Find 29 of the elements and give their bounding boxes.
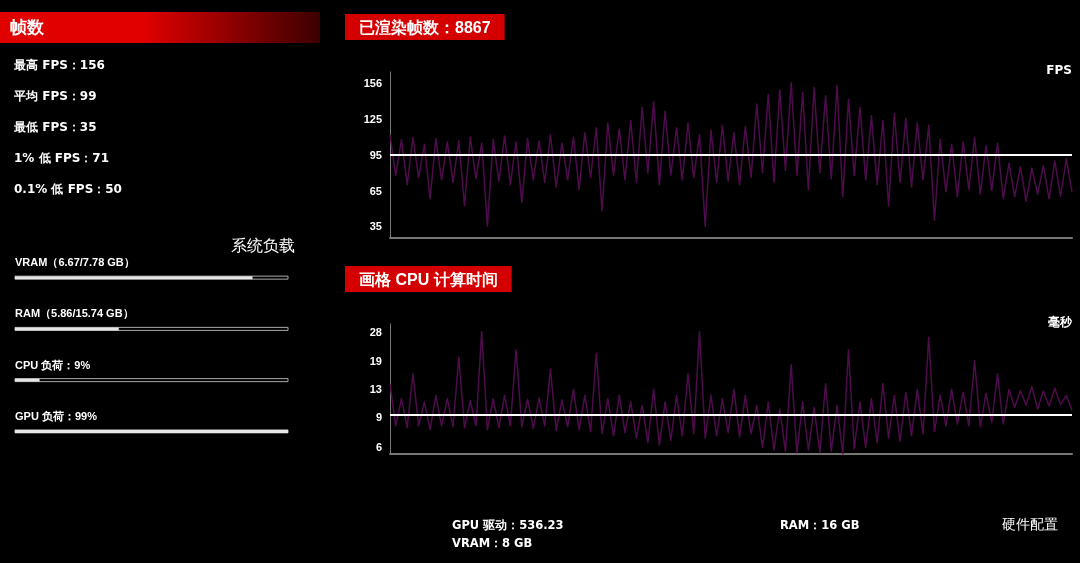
text: 1% 低 FPS：71 [14,150,111,167]
y-tick-label: 6 [375,441,382,454]
chart-title: 已渲染帧数：8867 [359,17,491,36]
text: RAM：16 GB [780,518,860,533]
text: 最低 FPS：35 [14,119,98,136]
text: GPU 驱动：536.23 [452,518,564,533]
text: 帧数 [0,12,320,43]
y-axis-title: 毫秒 [1048,315,1073,329]
y-tick-label: CPU 负荷：9% [15,358,91,371]
text: 硬件配置 [1002,516,1058,534]
y-tick-label: 95 [369,149,382,161]
y-tick-label: RAM（5.86/15.74 GB） [15,307,134,321]
y-tick-label: 19 [369,354,382,367]
y-tick-label: VRAM（6.67/7.78 GB） [15,256,135,270]
y-tick-label: 156 [363,76,382,89]
chart-title: 画格 CPU 计算时间 [359,270,498,288]
y-axis-title: FPS [1046,63,1073,77]
y-tick-label: GPU 负荷：99% [15,409,98,422]
y-tick-label: 9 [375,410,382,423]
y-tick-label: 28 [369,325,382,338]
text: VRAM：8 GB [452,536,533,551]
text: 平均 FPS：99 [14,88,98,105]
chart-title: 系统负载 [231,236,295,254]
y-tick-label: 35 [369,220,382,233]
y-tick-label: 65 [369,184,382,197]
y-tick-label: 13 [369,383,382,396]
y-tick-label: 125 [363,113,382,126]
text: 最高 FPS：156 [14,57,106,74]
text: 0.1% 低 FPS：50 [14,181,123,198]
